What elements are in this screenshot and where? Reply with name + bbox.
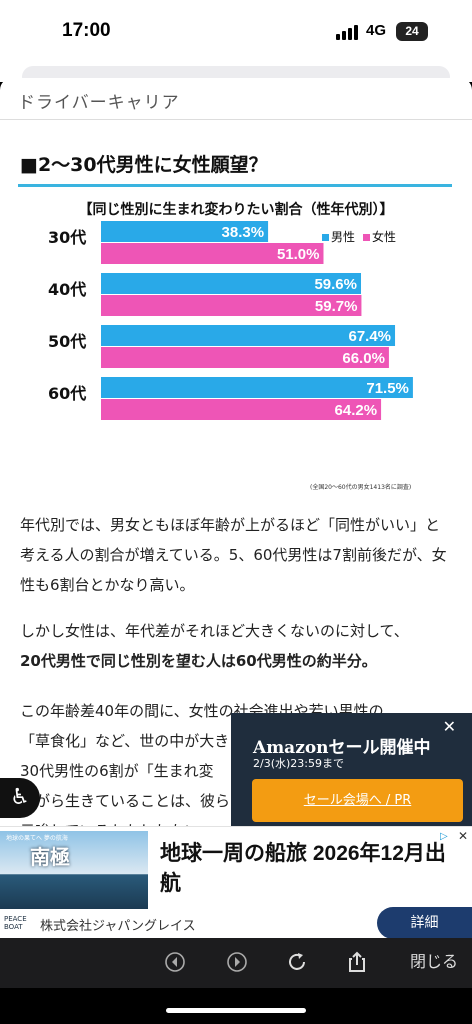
value-label-female: 64.2%: [335, 402, 378, 419]
ad-advertiser: 株式会社ジャパングレイス: [40, 919, 196, 934]
sale-link-button[interactable]: セール会場へ / PR: [252, 779, 463, 822]
close-button[interactable]: 閉じる: [409, 952, 458, 971]
ad-headline[interactable]: 地球一周の船旅 2026年12月出航: [160, 842, 446, 895]
paragraph-2-bold: 20代男性で同じ性別を望む人は60代男性の約半分。: [20, 652, 377, 670]
bar-chart: 20代35.8%50.0%30代38.3%51.0%40代59.6%59.7%5…: [48, 221, 413, 420]
chart-legend: 男性 女性: [322, 228, 396, 245]
bar-male: [101, 273, 362, 294]
chart-title: 【同じ性別に生まれ変わりたい割合（性年代別）】: [78, 202, 394, 218]
share-icon[interactable]: [342, 946, 372, 978]
legend-female: 女性: [363, 228, 396, 245]
value-label-female: 51.0%: [277, 246, 320, 263]
value-label-male: 67.4%: [348, 328, 391, 345]
paragraph-2-text: しかし女性は、年代差がそれほど大きくないのに対して、: [20, 622, 409, 640]
ad-detail-button[interactable]: 詳細: [377, 907, 472, 939]
bar-male: [101, 377, 413, 398]
ad-close-icon[interactable]: ✕: [457, 829, 468, 843]
accessibility-icon[interactable]: ♿: [0, 778, 40, 818]
status-time: 17:00: [62, 20, 111, 41]
paragraph-3-line: 「草食化」など、世の中が大き: [20, 732, 230, 750]
promo-popup: ✕ Amazonセール開催中 2/3(水)23:59まで セール会場へ / PR: [231, 713, 472, 828]
ad-image-subtitle: 地球の果てへ 夢の航海: [6, 835, 68, 842]
signal-icon: [336, 24, 360, 40]
network-type: 4G: [366, 22, 387, 39]
site-header: ドライバーキャリア: [0, 78, 472, 120]
paragraph-3-line: ながら生きていることは、彼ら: [20, 792, 231, 810]
home-indicator: [166, 1008, 306, 1013]
close-icon[interactable]: ✕: [442, 717, 456, 736]
value-label-male: 59.6%: [314, 276, 357, 293]
bar-female: [101, 295, 362, 316]
browser-toolbar: 閉じる: [0, 938, 472, 988]
category-label: 50代: [48, 332, 86, 351]
section-title: ■2～30代男性に女性願望？: [20, 154, 268, 176]
reload-icon[interactable]: [282, 946, 312, 978]
value-label-male: 71.5%: [366, 380, 409, 397]
bar-male: [101, 221, 269, 242]
category-label: 60代: [48, 384, 86, 403]
category-label: 40代: [48, 280, 86, 299]
bar-male: [101, 325, 396, 346]
section-divider: [18, 184, 452, 187]
category-label: 30代: [48, 228, 86, 247]
promo-title: Amazonセール開催中: [253, 738, 431, 758]
paragraph-2: しかし女性は、年代差がそれほど大きくないのに対して、 20代男性で同じ性別を望む…: [20, 616, 450, 676]
ad-banner[interactable]: 地球の果てへ 夢の航海 南極 PEACE BOAT 地球一周の船旅 2026年1…: [0, 826, 472, 939]
ad-brand-logo: PEACE BOAT: [4, 915, 27, 931]
ad-info-icon[interactable]: ▷: [440, 831, 448, 842]
back-icon[interactable]: [160, 946, 190, 978]
bar-female: [101, 243, 324, 264]
legend-male: 男性: [322, 228, 355, 245]
status-bar: 17:00 4G 24: [0, 0, 472, 62]
promo-subtitle: 2/3(水)23:59まで: [253, 757, 344, 770]
ad-image-title: 南極: [30, 845, 70, 869]
paragraph-1: 年代別では、男女ともほぼ年齢が上がるほど「同性がいい」と考える人の割合が増えてい…: [20, 516, 447, 594]
value-label-female: 66.0%: [342, 350, 385, 367]
site-title[interactable]: ドライバーキャリア: [18, 93, 180, 113]
battery-icon: 24: [396, 22, 428, 41]
bar-female: [101, 399, 382, 420]
forward-icon[interactable]: [222, 946, 252, 978]
paragraph-3-line: 30代男性の6割が「生まれ変: [20, 762, 214, 780]
value-label-female: 59.7%: [315, 298, 358, 315]
value-label-male: 38.3%: [222, 224, 265, 241]
bar-female: [101, 347, 389, 368]
ad-image[interactable]: 地球の果てへ 夢の航海 南極: [0, 831, 148, 909]
chart-note: (全国20～60代の男女1413名に調査): [310, 484, 412, 491]
